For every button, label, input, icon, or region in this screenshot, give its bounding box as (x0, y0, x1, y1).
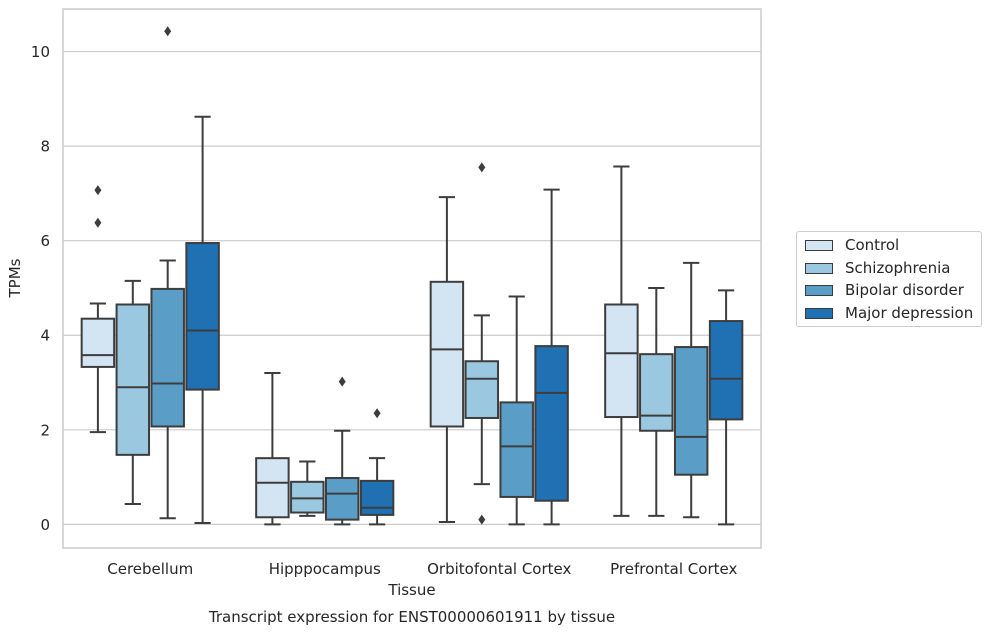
outlier-point (478, 514, 486, 525)
box-iqr (673, 346, 709, 476)
legend: Control Schizophrenia Bipolar disorder M… (796, 231, 982, 327)
plot-frame (62, 8, 762, 549)
y-tick-labels: 0 2 4 6 8 10 (31, 43, 50, 534)
box-0-1 (255, 372, 290, 526)
box-iqr (255, 457, 290, 519)
box-iqr (115, 303, 151, 456)
legend-item-schizophrenia: Schizophrenia (805, 258, 950, 278)
outlier-point (94, 217, 102, 228)
boxes (80, 26, 744, 526)
box-iqr (324, 477, 360, 521)
outlier-point (373, 408, 381, 419)
box-1-1 (290, 460, 325, 517)
box-2-3 (673, 261, 709, 519)
box-0-0 (80, 185, 116, 434)
legend-item-bipolar-disorder: Bipolar disorder (805, 280, 964, 300)
box-iqr (80, 317, 116, 368)
box-1-3 (639, 286, 674, 517)
y-axis-label: TPMs (6, 258, 24, 298)
outlier-point (338, 376, 346, 387)
box-3-2 (534, 188, 569, 526)
box-1-2 (464, 162, 500, 525)
legend-item-major-depression: Major depression (805, 303, 973, 323)
y-tick-label: 10 (31, 43, 50, 61)
legend-swatch-bipolar-disorder (805, 284, 833, 296)
x-tick-label: Cerebellum (107, 560, 193, 578)
legend-swatch-control (805, 239, 833, 251)
legend-swatch-major-depression (805, 307, 833, 319)
outlier-point (164, 26, 172, 37)
box-0-2 (429, 196, 465, 523)
box-iqr (604, 303, 639, 419)
legend-item-control: Control (805, 235, 899, 255)
box-3-3 (708, 289, 744, 526)
box-2-0 (150, 26, 185, 520)
x-tick-label: Hipppocampus (269, 560, 381, 578)
plot-background (63, 9, 761, 548)
box-2-1 (324, 376, 360, 526)
box-iqr (429, 280, 465, 428)
box-iqr (499, 401, 534, 498)
box-iqr (290, 480, 325, 514)
y-tick-label: 4 (40, 327, 50, 345)
y-tick-label: 2 (40, 421, 50, 439)
y-tick-label: 8 (40, 138, 50, 156)
box-iqr (359, 479, 395, 516)
legend-label-major-depression: Major depression (845, 304, 974, 322)
x-tick-label: Prefrontal Cortex (610, 560, 737, 578)
outlier-point (94, 185, 102, 196)
x-axis-label: Tissue (387, 581, 435, 599)
legend-swatch-schizophrenia (805, 262, 833, 274)
box-iqr (150, 287, 185, 428)
box-iqr (464, 360, 500, 419)
y-tick-label: 6 (40, 232, 50, 250)
legend-label-bipolar-disorder: Bipolar disorder (845, 281, 964, 299)
box-iqr (639, 353, 674, 432)
legend-label-schizophrenia: Schizophrenia (845, 259, 951, 277)
box-1-0 (115, 279, 151, 506)
box-iqr (185, 242, 220, 391)
y-tick-label: 0 (40, 516, 50, 534)
legend-label-control: Control (845, 236, 900, 254)
box-0-3 (604, 165, 639, 517)
x-tick-labels: Cerebellum Hipppocampus Orbitofontal Corte… (107, 560, 737, 578)
x-tick-label: Orbitofontal Cortex (427, 560, 571, 578)
outlier-point (478, 162, 486, 173)
box-3-0 (185, 115, 220, 524)
box-iqr (534, 345, 569, 502)
box-3-1 (359, 408, 395, 526)
chart-title: Transcript expression for ENST0000060191… (208, 608, 615, 626)
box-2-2 (499, 295, 534, 526)
box-iqr (708, 320, 744, 421)
